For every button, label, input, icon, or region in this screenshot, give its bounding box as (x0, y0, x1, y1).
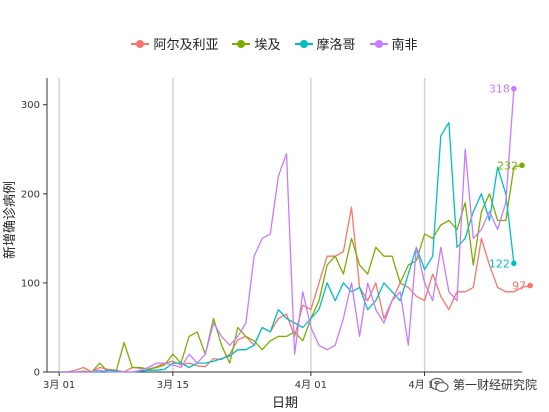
legend-label: 阿尔及利亚 (153, 38, 219, 53)
x-tick-label: 3月 01 (43, 379, 75, 391)
y-axis-title: 新增确诊病例 (2, 181, 18, 259)
legend-key-icon (232, 37, 251, 51)
legend-key-icon (294, 37, 313, 51)
series-end-point (511, 85, 517, 92)
series-end-label: 232 (497, 159, 518, 172)
series-line (59, 164, 523, 373)
watermark: 第一财经研究院 (429, 376, 537, 393)
series-line (59, 88, 515, 373)
legend-label: 埃及 (254, 38, 281, 53)
legend-item: 埃及 (232, 34, 281, 53)
legend-label: 摩洛哥 (316, 38, 356, 53)
y-tick-label: 100 (21, 278, 40, 289)
legend: 阿尔及利亚 埃及 摩洛哥 南非 (0, 34, 549, 53)
x-tick-label: 4月 01 (295, 379, 327, 391)
legend-key-icon (369, 37, 388, 51)
series-lines (59, 85, 533, 373)
series-end-label: 122 (489, 257, 510, 270)
x-tick-label: 3月 15 (157, 379, 189, 391)
legend-key-icon (131, 37, 150, 51)
legend-item: 摩洛哥 (294, 34, 356, 53)
series-end-point (527, 282, 533, 289)
watermark-text: 第一财经研究院 (452, 378, 537, 392)
y-tick-label: 0 (34, 368, 40, 379)
y-tick-label: 300 (21, 100, 40, 111)
grid (58, 78, 426, 372)
wechat-icon (429, 377, 449, 392)
series-end-point (511, 260, 517, 267)
end-labels: 97 232 122 318 (489, 83, 526, 293)
legend-item: 阿尔及利亚 (131, 34, 218, 53)
series-end-label: 318 (489, 83, 510, 96)
series-end-point (519, 162, 525, 169)
series-end-label: 97 (512, 280, 526, 293)
legend-item: 南非 (369, 34, 418, 53)
y-tick-label: 200 (21, 189, 40, 200)
x-axis-title: 日期 (272, 396, 298, 411)
legend-label: 南非 (391, 38, 418, 53)
